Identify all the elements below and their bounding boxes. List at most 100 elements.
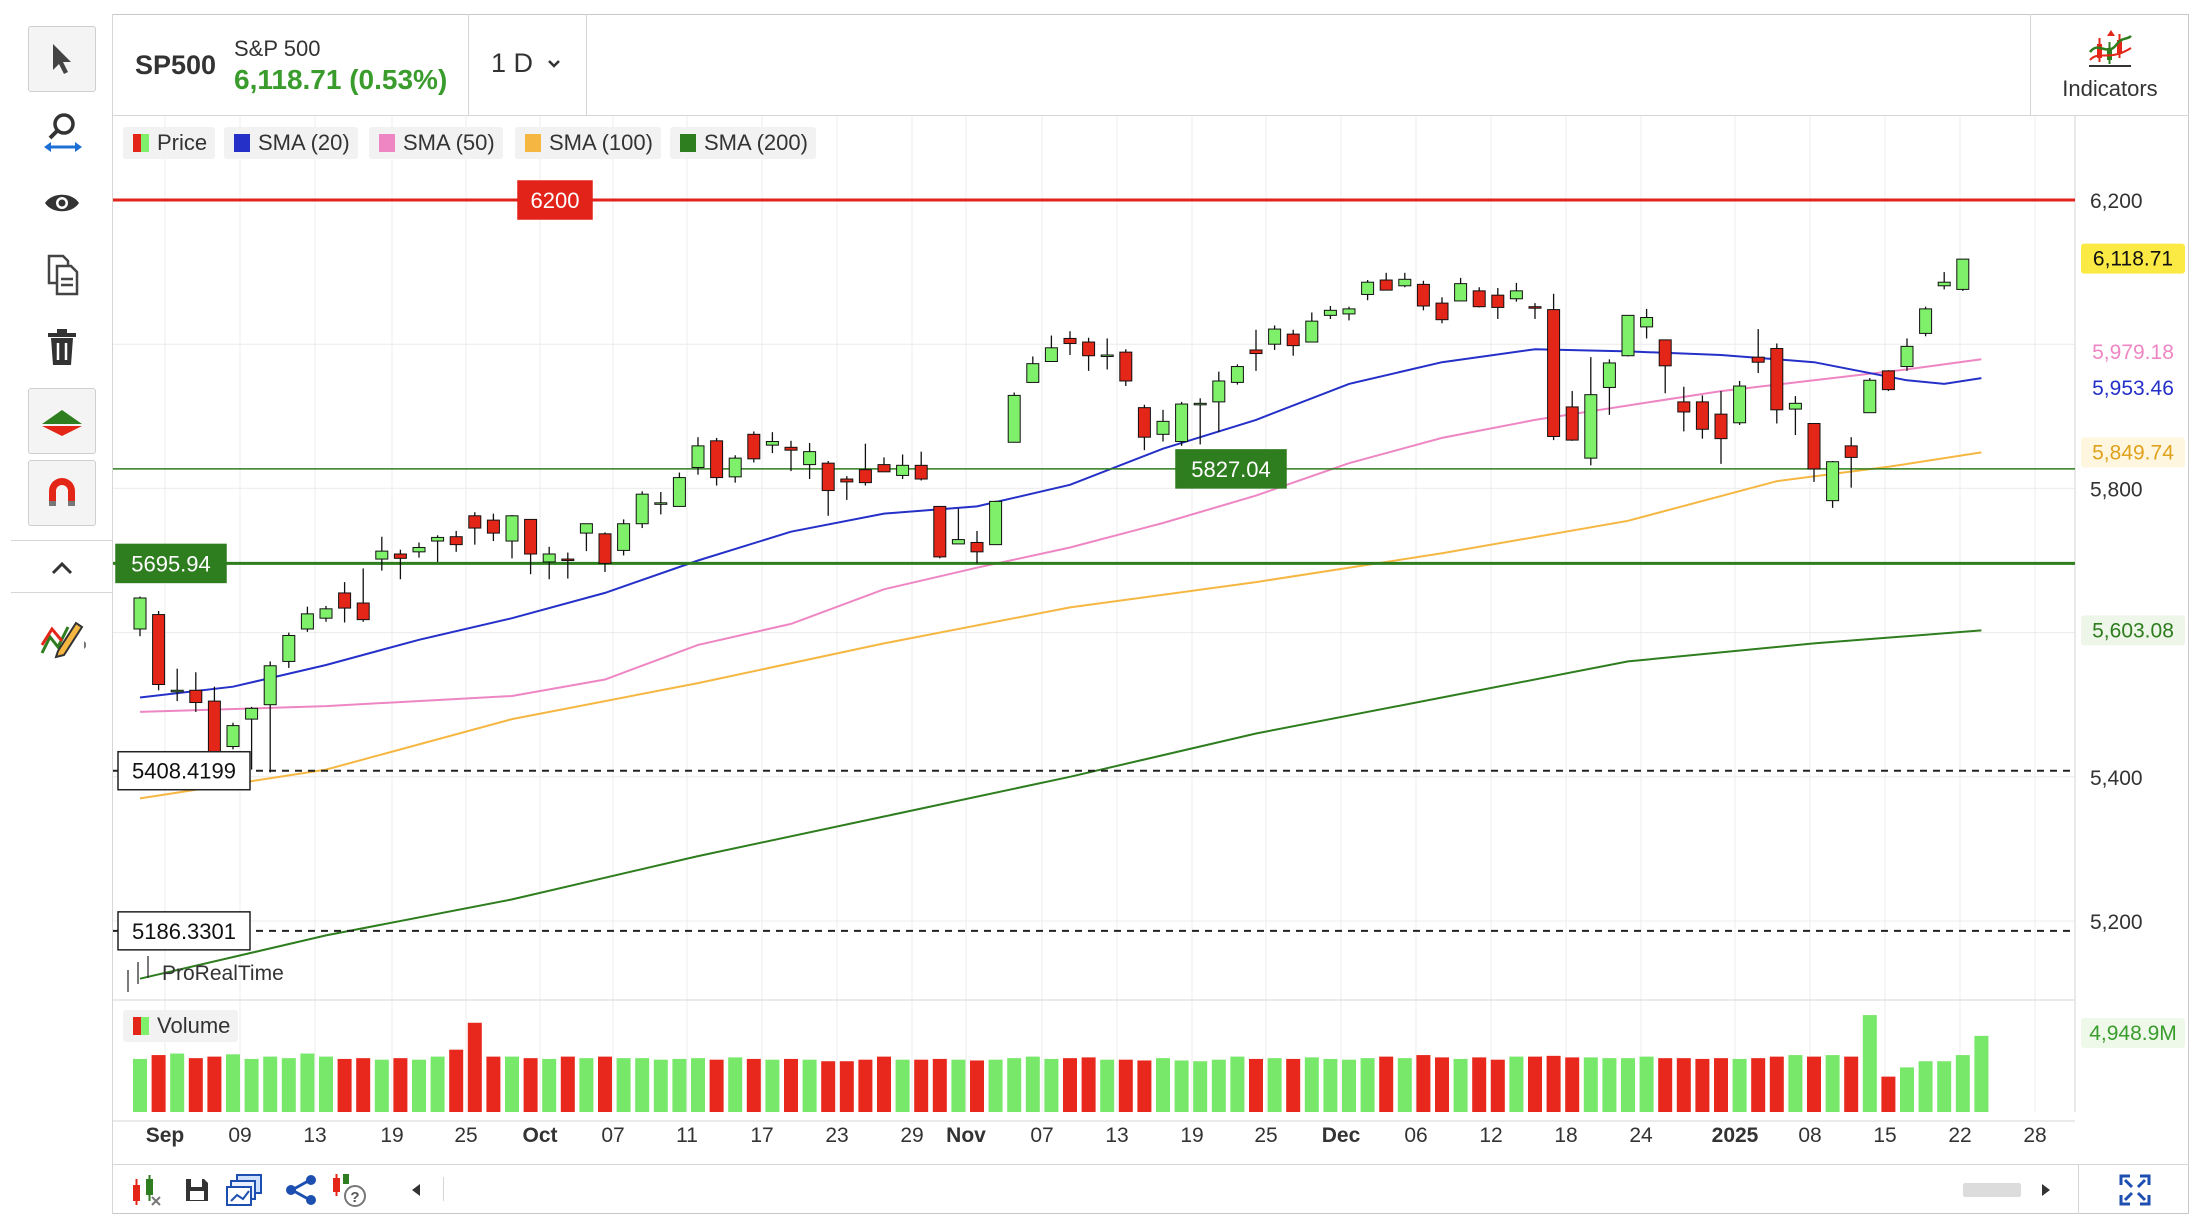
level-label-box [517, 180, 593, 220]
volume-bar [914, 1059, 929, 1112]
volume-bar [858, 1059, 873, 1112]
volume-bar [1751, 1058, 1766, 1112]
collapse-toolbar-button[interactable] [28, 544, 96, 592]
magnet-tool[interactable] [28, 460, 96, 526]
volume-bar [1974, 1035, 1989, 1112]
layout-button[interactable] [225, 1173, 265, 1207]
candle-body [1435, 302, 1449, 321]
volume-bar [1881, 1076, 1896, 1112]
candle-body [1323, 309, 1337, 316]
legend-volume[interactable]: Volume [123, 1010, 239, 1042]
share-icon [286, 1175, 316, 1205]
save-button[interactable] [177, 1173, 217, 1207]
candlestick-style-button[interactable] [125, 1173, 165, 1207]
volume-bar [1025, 1056, 1040, 1112]
legend-sma20-label: SMA (20) [258, 130, 350, 155]
visibility-tool[interactable] [28, 170, 96, 236]
candle-body [784, 446, 798, 451]
volume-value-tag-label: 4,948.9M [2089, 1022, 2177, 1045]
watermark: ProRealTime [127, 956, 284, 992]
candle-body [1398, 278, 1412, 287]
chevron-down-icon [548, 59, 560, 68]
candle-body [319, 608, 333, 619]
candle-body [524, 518, 538, 555]
volume-bar [393, 1058, 408, 1112]
header-divider [468, 14, 469, 115]
volume-bar [802, 1059, 817, 1112]
x-tick-label: Oct [522, 1124, 557, 1147]
x-tick-label: Nov [946, 1124, 986, 1147]
volume-bar [746, 1058, 761, 1112]
volume-bar [970, 1060, 984, 1112]
candle-body [635, 493, 649, 525]
trend-drawing-tool[interactable] [28, 388, 96, 454]
candles-settings-icon [133, 1175, 161, 1206]
volume-bar [1955, 1055, 1970, 1112]
x-tick-label: 09 [228, 1124, 251, 1147]
candle-body [1658, 339, 1672, 367]
candle-body [1881, 370, 1895, 391]
candle-body [263, 665, 277, 706]
candle-body [1733, 385, 1747, 424]
sma200-line [139, 629, 1982, 980]
volume-bar [560, 1056, 575, 1112]
candle-body [765, 441, 779, 446]
x-tick-label: 24 [1629, 1124, 1653, 1147]
delete-tool[interactable] [28, 314, 96, 380]
legend-sma100[interactable]: SMA (100) [515, 127, 661, 159]
level-label-text: 5827.04 [1191, 457, 1271, 482]
share-button[interactable] [281, 1173, 321, 1207]
candle-body [170, 689, 184, 693]
candle-body [858, 469, 872, 484]
y-tick-label: 6,200 [2090, 190, 2143, 213]
scroll-left-button[interactable] [403, 1173, 429, 1207]
pointer-tool[interactable] [28, 26, 96, 92]
candle-body [1193, 402, 1207, 406]
trend-arrows-icon [42, 410, 82, 436]
volume-bar [133, 1058, 147, 1112]
candle-body [189, 689, 203, 704]
scrollbar-thumb[interactable] [1963, 1183, 2021, 1197]
legend-price[interactable]: Price [123, 127, 216, 159]
zoom-tool[interactable] [28, 98, 96, 164]
fullscreen-button[interactable] [2115, 1173, 2155, 1207]
legend-sma50[interactable]: SMA (50) [369, 127, 503, 159]
axis-value-tag-label: 5,979.18 [2092, 341, 2174, 364]
scroll-right-button[interactable] [2033, 1173, 2059, 1207]
symbol-ticker[interactable]: SP500 [135, 50, 217, 80]
candle-body [226, 725, 240, 748]
level-label-text: 5695.94 [131, 551, 211, 576]
legend-sma20[interactable]: SMA (20) [224, 127, 358, 159]
x-tick-label: 2025 [1712, 1124, 1759, 1147]
x-tick-label: 13 [1105, 1124, 1128, 1147]
header-divider [586, 14, 587, 115]
copy-tool[interactable] [28, 242, 96, 308]
candle-body [449, 536, 463, 546]
draw-tool[interactable] [28, 604, 96, 670]
volume-bar [1583, 1057, 1598, 1112]
candle-body [1454, 283, 1468, 302]
volume-bar [1472, 1057, 1487, 1112]
volume-bar [765, 1059, 780, 1112]
axis-value-tag [2081, 372, 2185, 403]
legend-sma200[interactable]: SMA (200) [670, 127, 816, 159]
volume-bar [151, 1055, 166, 1112]
copy-icon [47, 254, 79, 296]
volume-bar [1714, 1058, 1728, 1112]
volume-bar [1844, 1056, 1859, 1112]
indicators-button[interactable]: Indicators [2031, 14, 2189, 115]
volume-bar [932, 1058, 947, 1112]
volume-bar [449, 1049, 464, 1112]
volume-bar [1081, 1057, 1096, 1112]
volume-bar [1249, 1058, 1263, 1112]
volume-bar [1416, 1055, 1431, 1112]
candle-body [803, 451, 817, 466]
level-label-box [115, 543, 227, 584]
timeframe-selector[interactable]: 1 D [491, 48, 561, 79]
help-button[interactable]: ? [329, 1173, 369, 1207]
floppy-disk-icon [186, 1179, 208, 1201]
volume-bar [505, 1056, 519, 1112]
x-tick-label: 15 [1873, 1124, 1896, 1147]
axis-value-tag-label: 5,953.46 [2092, 377, 2174, 400]
